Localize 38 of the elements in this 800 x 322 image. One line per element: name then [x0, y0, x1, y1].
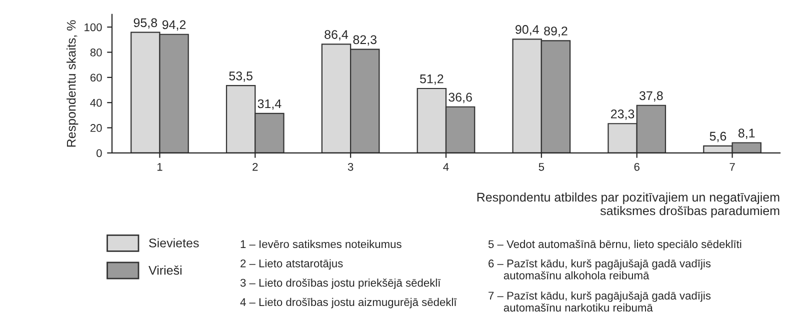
data-label: 23,3	[611, 110, 634, 120]
text: 2 – Lieto atstarotājus	[240, 259, 343, 270]
x-tick-label: 6	[634, 162, 640, 171]
y-tick-label: 20	[90, 124, 102, 132]
text: 7 – Pazīst kādu, kurš pagājušajā gadā vadījis automašīnu narkotiku reibumā	[488, 291, 711, 312]
legend-label: Virieši	[148, 266, 182, 275]
data-label: 89,2	[544, 26, 568, 37]
y-tick-label: 60	[90, 74, 102, 82]
x-tick-label: 5	[538, 163, 544, 171]
data-label: 95,8	[134, 18, 158, 29]
data-label: 5,6	[710, 132, 726, 142]
x-tick-label: 1	[157, 163, 162, 171]
data-label: 90,4	[516, 25, 539, 36]
x-tick-label: 2	[252, 162, 258, 171]
y-tick-label: 0	[96, 149, 102, 158]
x-tick-label: 3	[348, 162, 354, 171]
y-axis-title: Respondentu skaits, %	[66, 20, 78, 147]
x-tick-label: 4	[443, 163, 449, 171]
data-label: 51,2	[420, 74, 444, 85]
data-label: 53,5	[229, 72, 252, 82]
data-label: 36,6	[448, 92, 472, 104]
data-label: 31,4	[258, 99, 282, 110]
legend-label: Sievietes	[149, 238, 199, 248]
text: 6 – Pazīst kādu, kurš pagājušajā gadā vadījis automašīnu alkohola reibumā	[488, 259, 711, 280]
y-tick-label: 80	[90, 48, 102, 56]
x-tick-label: 7	[730, 163, 735, 171]
data-label: 8,1	[738, 128, 755, 139]
y-tick-label: 40	[90, 98, 102, 107]
y-tick-label: 100	[84, 23, 102, 32]
text: 5 – Vedot automašīnā bērnu, lieto speciālo sēdeklīti	[488, 240, 742, 250]
data-label: 82,3	[353, 35, 376, 46]
text: 1 – Ievēro satiksmes noteikumus	[240, 240, 402, 248]
x-axis-title: Respondentu atbildes par pozitīvajiem un negatīvajiem satiksmes drošības paradumiem	[477, 192, 780, 218]
data-label: 86,4	[324, 30, 348, 40]
data-label: 37,8	[639, 91, 663, 102]
text: 4 – Lieto drošības jostu aizmugurējā sēdeklī	[240, 298, 457, 308]
data-label: 94,2	[162, 20, 186, 31]
text: 3 – Lieto drošības jostu priekšējā sēdeklī	[240, 278, 441, 289]
